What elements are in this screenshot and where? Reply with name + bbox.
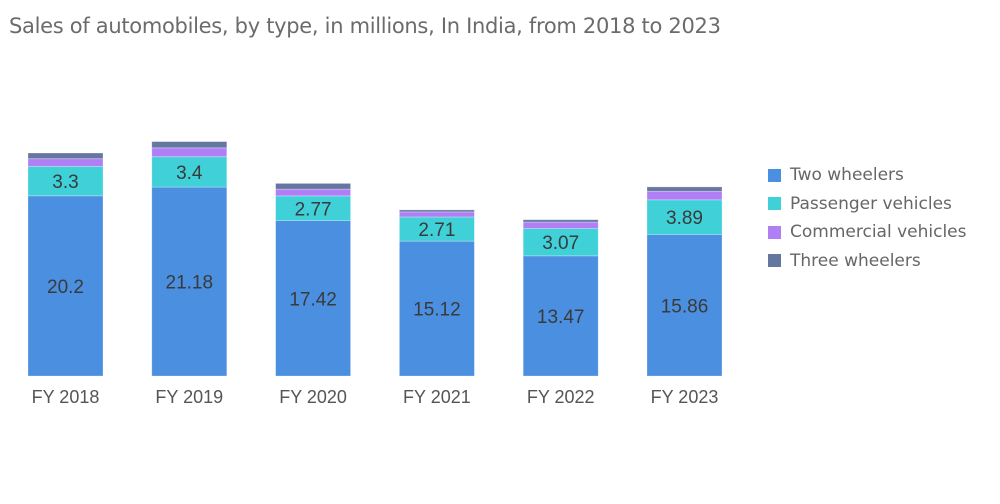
bar-segment-three-wheelers-fy-2021 [398, 209, 475, 213]
bar-segment-two-wheelers-fy-2019 [151, 186, 228, 377]
legend-label: Commercial vehicles [790, 222, 967, 243]
data-label: 3.89 [666, 208, 703, 229]
x-tick-label: FY 2018 [32, 387, 100, 407]
bar-segment-passenger-vehicles-fy-2022 [522, 228, 599, 257]
chart-title: Sales of automobiles, by type, in millio… [9, 14, 721, 38]
legend-swatch-icon [768, 254, 781, 268]
data-label: 15.86 [661, 296, 709, 317]
bar-segment-three-wheelers-fy-2019 [151, 141, 228, 149]
data-label: 2.71 [418, 220, 455, 241]
legend-label: Three wheelers [790, 250, 921, 271]
data-labels-group: 20.2 3.3 21.18 3.4 17.42 2.77 15.12 2.71 13.47 3.… [47, 163, 708, 328]
legend-item-three-wheelers[interactable]: Three wheelers [768, 247, 966, 276]
x-tick-label: FY 2023 [651, 387, 719, 407]
x-tick-label: FY 2020 [279, 387, 347, 407]
data-label: 3.3 [52, 172, 78, 193]
legend-swatch-icon [768, 168, 781, 182]
bar-segment-passenger-vehicles-fy-2021 [398, 216, 475, 242]
bar-segment-commercial-vehicles-fy-2018 [27, 158, 104, 167]
x-tick-label: FY 2019 [155, 387, 223, 407]
legend-swatch-icon [768, 225, 781, 239]
bar-segment-commercial-vehicles-fy-2020 [275, 188, 352, 197]
bar-segment-two-wheelers-fy-2021 [398, 240, 475, 377]
legend-swatch-icon [768, 197, 781, 211]
bars-group [27, 141, 723, 377]
bar-segment-commercial-vehicles-fy-2021 [398, 211, 475, 218]
bar-segment-commercial-vehicles-fy-2022 [522, 221, 599, 229]
data-label: 3.07 [542, 233, 579, 254]
data-label: 21.18 [166, 273, 214, 294]
bar-segment-three-wheelers-fy-2022 [522, 219, 599, 223]
data-label: 3.4 [176, 163, 203, 184]
bar-segment-commercial-vehicles-fy-2023 [646, 190, 723, 201]
legend-item-two-wheelers[interactable]: Two wheelers [768, 161, 966, 190]
data-label: 17.42 [289, 289, 337, 310]
legend-label: Passenger vehicles [790, 193, 952, 214]
x-axis-ticks: FY 2018 FY 2019 FY 2020 FY 2021 FY 2022 FY 20… [32, 387, 719, 407]
legend: Two wheelers Passenger vehicles Commercial… [768, 161, 966, 275]
data-label: 15.12 [413, 300, 461, 321]
bar-segment-passenger-vehicles-fy-2019 [151, 156, 228, 188]
bar-segment-two-wheelers-fy-2018 [27, 195, 104, 377]
data-label: 13.47 [537, 307, 585, 328]
bar-segment-three-wheelers-fy-2020 [275, 183, 352, 190]
bar-segment-passenger-vehicles-fy-2020 [275, 195, 352, 222]
bar-segment-two-wheelers-fy-2020 [275, 220, 352, 377]
bar-segment-commercial-vehicles-fy-2019 [151, 147, 228, 158]
x-tick-label: FY 2021 [403, 387, 471, 407]
x-tick-label: FY 2022 [527, 387, 595, 407]
bar-segment-two-wheelers-fy-2022 [522, 255, 599, 377]
bar-segment-two-wheelers-fy-2023 [646, 234, 723, 377]
legend-item-passenger-vehicles[interactable]: Passenger vehicles [768, 190, 966, 219]
legend-item-commercial-vehicles[interactable]: Commercial vehicles [768, 218, 966, 247]
bar-segment-three-wheelers-fy-2018 [27, 152, 104, 160]
data-label: 2.77 [295, 199, 332, 220]
legend-label: Two wheelers [790, 165, 904, 186]
data-label: 20.2 [47, 277, 84, 298]
bar-segment-three-wheelers-fy-2023 [646, 186, 723, 192]
